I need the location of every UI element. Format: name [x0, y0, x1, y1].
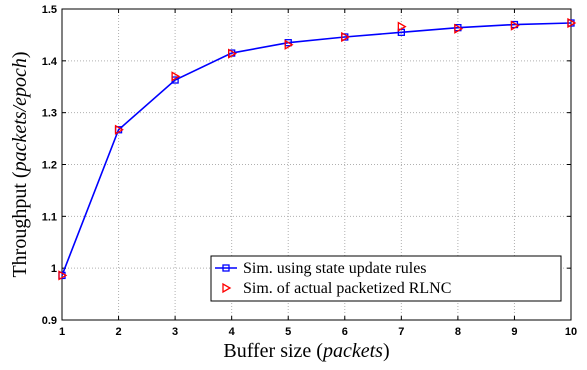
legend-marker-triangle [222, 282, 232, 294]
legend-label: Sim. of actual packetized RLNC [243, 280, 451, 297]
x-axis-label: Buffer size (packets) [223, 340, 389, 362]
x-tick-label: 9 [511, 326, 517, 338]
y-tick-label: 1.5 [42, 4, 57, 16]
legend-box [210, 255, 562, 302]
x-tick-label: 8 [455, 326, 461, 338]
x-tick-label: 3 [172, 326, 178, 338]
series [58, 17, 577, 281]
x-tick-label: 2 [115, 326, 121, 338]
y-tick-label: 1.3 [42, 108, 57, 120]
ticks: 1 2 3 4 5 6 7 8 9 100.911.11.21.31.41.5 [42, 4, 577, 338]
y-axis-label-open-paren: ( [9, 171, 31, 183]
x-tick-label: 7 [398, 326, 404, 338]
data-point-triangle [58, 270, 68, 281]
y-tick-label: 0.9 [42, 315, 57, 327]
x-axis-label-close-paren: ) [383, 340, 390, 362]
data-point-triangle [171, 71, 181, 82]
x-axis-label-unit: packets [321, 340, 383, 362]
x-tick-label: 6 [342, 326, 348, 338]
legend-label: Sim. using state update rules [243, 260, 427, 277]
y-tick-label: 1.4 [42, 56, 58, 68]
x-tick-label: 5 [285, 326, 291, 338]
data-point-triangle [510, 20, 520, 31]
data-point-triangle [284, 39, 294, 50]
y-tick-label: 1.1 [42, 211, 57, 223]
grid [62, 9, 571, 320]
x-tick-label: 10 [565, 326, 577, 338]
y-axis-label-close-paren: ) [9, 51, 31, 58]
data-point-triangle [454, 23, 464, 34]
y-axis-label-text: Throughput [9, 183, 31, 278]
y-tick-label: 1 [51, 263, 57, 275]
series-1 [58, 19, 575, 280]
legend: Sim. using state update rules Sim. of act… [210, 255, 562, 302]
x-axis-label-text: Buffer size [223, 340, 311, 362]
y-axis-label: Throughput (packets/epoch) [9, 51, 31, 277]
x-tick-label: 4 [229, 326, 236, 338]
legend-marker-square [222, 264, 230, 272]
data-point-triangle [341, 31, 351, 43]
series-2 [58, 17, 577, 281]
y-tick-label: 1.2 [42, 160, 57, 172]
y-axis-label-unit: packets/epoch [9, 58, 31, 173]
data-point-triangle [567, 17, 577, 29]
data-point-triangle [114, 124, 124, 135]
series-line [61, 22, 572, 276]
data-point-triangle [228, 48, 237, 59]
x-axis-label-open-paren: ( [311, 340, 323, 362]
data-point-triangle [397, 21, 407, 32]
x-tick-label: 1 [59, 326, 65, 338]
